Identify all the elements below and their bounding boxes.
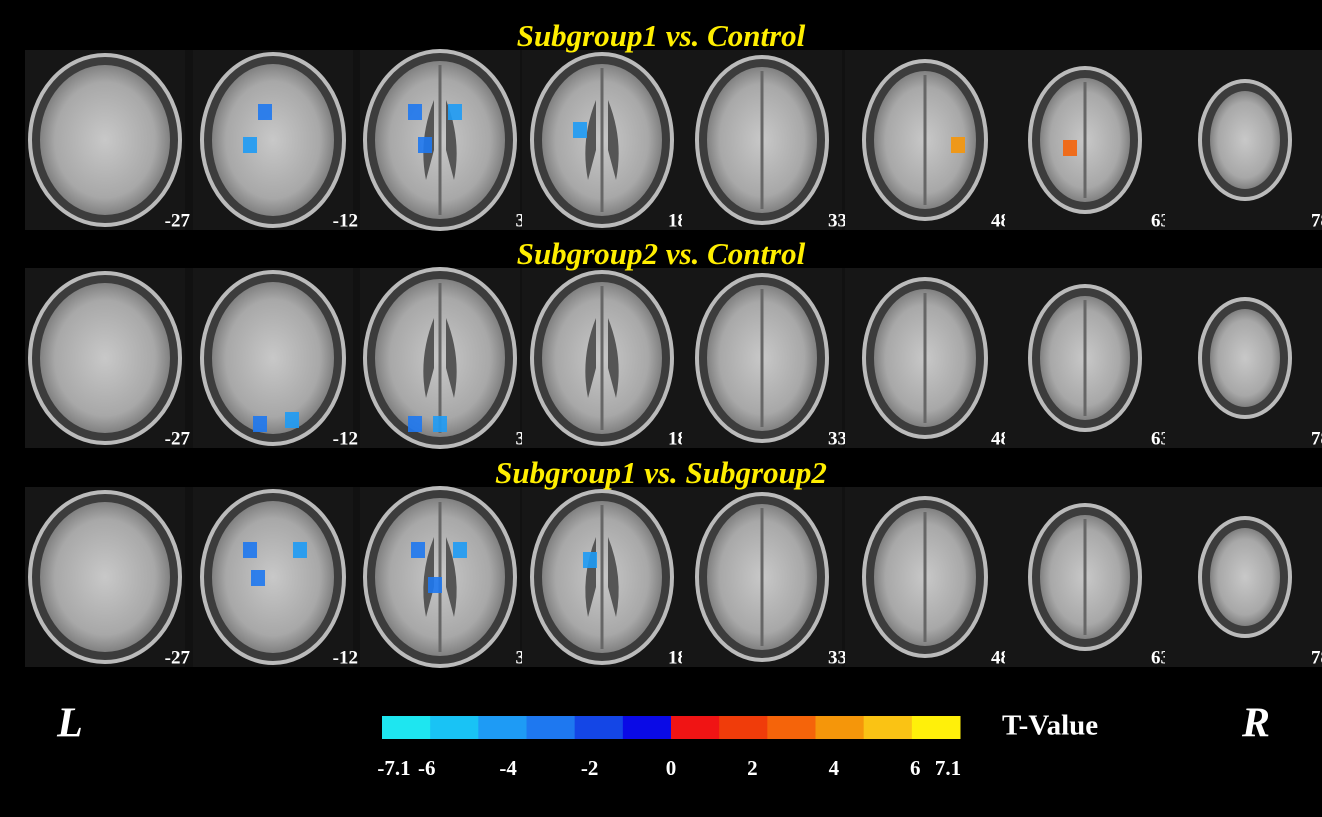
- colorbar-segment: [911, 716, 961, 739]
- activation-blob: [583, 552, 597, 568]
- brain-slice: [212, 501, 334, 653]
- slice-label: 78: [1311, 428, 1322, 449]
- slice-label: -12: [333, 647, 358, 668]
- activation-blob: [418, 137, 432, 153]
- ventricle: [585, 100, 619, 180]
- slice-label: -12: [333, 428, 358, 449]
- slice-label: 78: [1311, 210, 1322, 231]
- colorbar-tick-label: 7.1: [935, 756, 961, 780]
- activation-blob: [253, 416, 267, 432]
- colorbar-segment: [815, 716, 865, 739]
- brain-slice: [212, 282, 334, 434]
- colorbar-tick-label: -2: [581, 756, 599, 780]
- slice-label: -27: [165, 428, 191, 449]
- activation-blob: [243, 137, 257, 153]
- ventricle: [423, 537, 457, 617]
- brain-slice: [1210, 528, 1280, 626]
- activation-blob: [1063, 140, 1077, 156]
- slice-label: 3: [516, 210, 526, 231]
- colorbar-segment: [622, 716, 672, 739]
- ventricle: [423, 318, 457, 398]
- slice-label: 33: [828, 647, 847, 668]
- slice-label: -27: [165, 210, 191, 231]
- activation-blob: [428, 577, 442, 593]
- left-label: L: [56, 701, 83, 747]
- slice-label: 33: [828, 210, 847, 231]
- activation-blob: [453, 542, 467, 558]
- activation-blob: [258, 104, 272, 120]
- colorbar-tick-label: 0: [666, 756, 677, 780]
- colorbar-segment: [719, 716, 768, 739]
- brain-slice: [212, 64, 334, 216]
- row-title: Subgroup1 vs. Control: [517, 18, 806, 53]
- activation-blob: [243, 542, 257, 558]
- colorbar-segment: [526, 716, 576, 739]
- activation-blob: [411, 542, 425, 558]
- ventricle: [585, 318, 619, 398]
- slice-label: 78: [1311, 647, 1322, 668]
- brain-slice: [40, 65, 170, 215]
- colorbar-tick-label: -4: [499, 756, 517, 780]
- activation-blob: [408, 104, 422, 120]
- colorbar-tick-label: 4: [829, 756, 840, 780]
- colorbar-segment: [382, 716, 431, 739]
- activation-blob: [951, 137, 965, 153]
- row-title: Subgroup2 vs. Control: [517, 236, 806, 271]
- row-title: Subgroup1 vs. Subgroup2: [495, 455, 827, 490]
- colorbar-segment: [430, 716, 479, 739]
- brain-slice: [1210, 91, 1280, 189]
- colorbar-tick-label: -6: [418, 756, 436, 780]
- activation-blob: [448, 104, 462, 120]
- activation-blob: [293, 542, 307, 558]
- activation-blob: [573, 122, 587, 138]
- slice-label: 33: [828, 428, 847, 449]
- activation-blob: [251, 570, 265, 586]
- brain-slice: [40, 502, 170, 652]
- slice-label: 3: [516, 428, 526, 449]
- right-label: R: [1241, 701, 1270, 747]
- slice-label: 3: [516, 647, 526, 668]
- slice-label: -12: [333, 210, 358, 231]
- activation-blob: [408, 416, 422, 432]
- brain-slice: [40, 283, 170, 433]
- colorbar-segment: [863, 716, 913, 739]
- activation-blob: [285, 412, 299, 428]
- colorbar-segment: [574, 716, 624, 739]
- brain-slice: [1210, 309, 1280, 407]
- colorbar-segment: [671, 716, 720, 739]
- activation-blob: [433, 416, 447, 432]
- colorbar-tick-label: 6: [910, 756, 921, 780]
- colorbar-segment: [767, 716, 816, 739]
- colorbar-tick-label: 2: [747, 756, 758, 780]
- colorbar-label: T-Value: [1002, 710, 1098, 742]
- slice-label: -27: [165, 647, 191, 668]
- colorbar-tick-label: -7.1: [377, 756, 410, 780]
- colorbar-segment: [478, 716, 527, 739]
